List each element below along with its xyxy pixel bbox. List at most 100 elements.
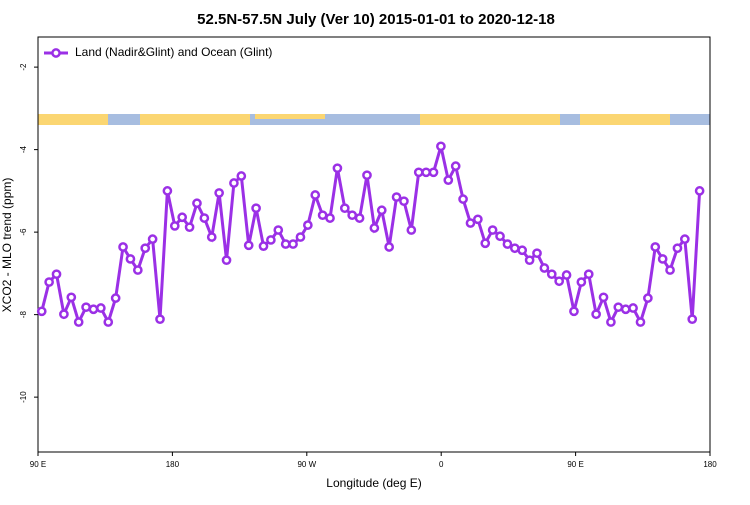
data-point [628,303,638,313]
data-point [635,317,646,327]
data-point [51,269,62,280]
data-point [317,210,328,221]
chart-title: 52.5N-57.5N July (Ver 10) 2015-01-01 to … [197,11,555,28]
data-point [413,167,424,178]
data-point [192,198,202,209]
data-point [657,254,668,264]
x-tick-label: 0 [439,460,444,469]
data-point [643,293,653,303]
data-point [399,196,409,207]
data-point [162,186,173,196]
data-point [147,234,158,244]
x-tick-label: 90 E [567,460,583,469]
data-point [140,243,151,254]
data-point [88,304,99,315]
x-tick-label: 180 [166,460,180,469]
y-tick-label: -6 [19,228,28,236]
data-point [339,203,350,214]
data-point [679,234,690,244]
data-point [125,254,136,264]
land-band [580,114,670,125]
data-point [554,276,565,287]
data-point [436,141,446,152]
data-point [155,314,165,325]
data-point [443,175,454,185]
data-point [96,303,106,313]
data-point [620,304,631,315]
x-axis-label: Longitude (deg E) [326,476,421,490]
data-point [103,317,114,327]
data-point [687,314,698,325]
land-band [140,114,250,125]
data-point [546,269,557,280]
data-point [694,186,705,196]
data-point [450,161,461,171]
data-point [266,235,276,245]
data-point [243,240,254,251]
data-point [517,245,528,256]
land-band [38,114,108,125]
data-point [258,241,269,252]
data-point [591,309,601,320]
data-point [569,306,579,317]
data-point [66,292,77,303]
data-point [214,188,224,198]
data-point [487,225,498,235]
data-point [288,239,298,249]
land-band [255,114,325,119]
x-tick-label: 90 E [30,460,46,469]
data-point [199,213,210,223]
data-point [532,248,542,259]
data-point [302,220,313,230]
data-point [509,243,520,254]
y-tick-label: -8 [19,311,28,319]
data-point [36,306,47,317]
data-point [184,222,195,233]
data-point [295,232,306,242]
legend-marker [51,48,61,58]
data-point [384,242,395,252]
data-point [561,270,572,280]
data-point [206,232,217,242]
data-point [81,302,91,313]
y-tick-label: -4 [19,146,28,154]
data-point [332,163,343,174]
plot-frame [37,36,711,453]
data-point [665,265,675,275]
data-point [376,205,387,216]
data-point [177,212,188,223]
data-point [428,167,439,178]
data-point [347,210,358,221]
data-point [118,242,128,252]
data-point [369,223,380,233]
data-point [606,317,616,327]
data-point [391,192,402,202]
data-point [362,170,372,181]
data-point [421,167,431,178]
data-point [473,214,483,225]
data-point [221,255,232,266]
data-point [480,238,491,249]
data-point [251,203,261,214]
data-point [465,218,476,228]
data-point [354,213,365,223]
data-point [44,277,54,287]
data-point [672,243,683,254]
data-point [229,178,239,188]
ocean-band [38,114,710,125]
data-point [598,292,609,303]
land-band [420,114,560,125]
x-tick-label: 90 W [297,460,316,469]
data-point [502,239,513,249]
data-point [73,317,84,327]
data-point [325,213,335,223]
data-point [110,293,121,303]
data-point [613,302,624,313]
land-ocean-strip [38,114,710,125]
data-point [458,194,468,204]
data-point [495,231,505,242]
data-point [59,309,69,320]
data-point [169,221,180,231]
data-point [310,190,321,200]
